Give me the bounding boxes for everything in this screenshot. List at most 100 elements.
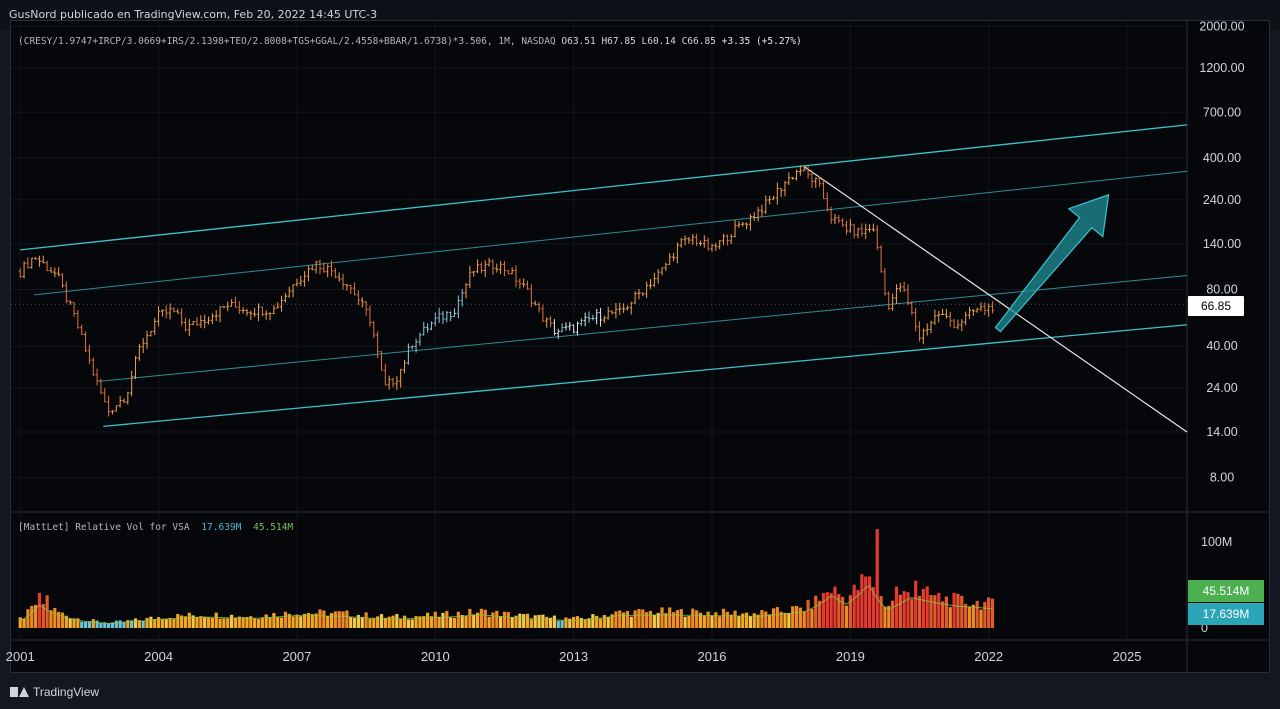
volume-bar bbox=[668, 607, 672, 628]
volume-bar bbox=[533, 615, 537, 628]
volume-bar bbox=[775, 607, 779, 628]
volume-bar bbox=[30, 605, 34, 628]
y-tick-label: 14.00 bbox=[1206, 425, 1237, 439]
volume-bar bbox=[41, 603, 45, 628]
volume-bar bbox=[656, 612, 660, 628]
volume-bar bbox=[149, 616, 153, 628]
volume-bar bbox=[333, 611, 337, 628]
volume-bar bbox=[737, 616, 741, 628]
volume-bar bbox=[771, 608, 776, 628]
volume-bar bbox=[114, 620, 118, 628]
volume-bar bbox=[437, 616, 441, 628]
volume-bar bbox=[456, 611, 460, 628]
volume-bar bbox=[153, 619, 157, 628]
volume-bar bbox=[679, 609, 683, 628]
downtrend-line bbox=[803, 166, 1188, 433]
legend-symbol: (CRESY/1.9747+IRCP/3.0669+IRS/2.1398+TEO… bbox=[18, 36, 556, 47]
volume-bar bbox=[940, 601, 945, 628]
volume-bar bbox=[387, 616, 391, 628]
volume-bar bbox=[844, 605, 849, 628]
volume-bar bbox=[710, 615, 714, 628]
volume-bar bbox=[110, 622, 115, 628]
volume-bar bbox=[964, 603, 968, 628]
legend-high: H67.85 bbox=[601, 36, 636, 47]
volume-bar bbox=[291, 616, 295, 628]
volume-bar bbox=[794, 605, 799, 628]
volume-bar bbox=[303, 613, 307, 628]
volume-bar bbox=[37, 592, 42, 628]
volume-badge-upper: 45.514M bbox=[1188, 580, 1264, 602]
volume-bar bbox=[967, 606, 972, 628]
volume-bar bbox=[875, 529, 879, 628]
y-tick-label: 140.00 bbox=[1203, 237, 1241, 251]
volume-bar bbox=[522, 614, 526, 628]
volume-bar bbox=[510, 617, 514, 628]
volume-bar bbox=[425, 612, 430, 628]
volume-bar bbox=[433, 611, 437, 628]
volume-bar bbox=[468, 608, 472, 628]
volume-bar bbox=[894, 586, 899, 628]
volume-bar bbox=[464, 615, 468, 628]
volume-tick-label: 0 bbox=[1201, 621, 1208, 635]
volume-bar bbox=[902, 591, 906, 628]
volume-bar bbox=[614, 611, 618, 628]
volume-badge-lower: 17.639M bbox=[1188, 603, 1264, 625]
volume-bar bbox=[572, 616, 576, 628]
volume-bar bbox=[406, 619, 410, 628]
volume-bar bbox=[579, 618, 583, 628]
volume-bar bbox=[429, 616, 434, 628]
volume-bar bbox=[914, 580, 918, 628]
volume-bar bbox=[806, 599, 810, 628]
volume-bar bbox=[648, 610, 653, 628]
brand-label: TradingView bbox=[33, 685, 100, 699]
volume-bar bbox=[356, 614, 361, 628]
volume-bar bbox=[364, 612, 368, 628]
legend-open: O63.51 bbox=[561, 36, 596, 47]
volume-bar bbox=[329, 613, 334, 628]
volume-bar bbox=[867, 576, 872, 628]
volume-bar bbox=[118, 620, 122, 628]
volume-bar bbox=[852, 584, 856, 628]
projection-arrow bbox=[994, 193, 1110, 333]
volume-bar bbox=[925, 586, 929, 628]
volume-bar bbox=[249, 616, 253, 628]
volume-bar bbox=[91, 619, 95, 628]
volume-bar bbox=[103, 622, 107, 628]
volume-bar bbox=[829, 592, 833, 628]
volume-bar bbox=[952, 592, 956, 628]
volume-bar bbox=[641, 609, 645, 628]
volume-bar bbox=[802, 611, 806, 628]
legend-change: +3.35 (+5.27%) bbox=[721, 36, 802, 47]
volume-bar bbox=[172, 618, 176, 628]
channel-upper-line bbox=[20, 124, 1188, 251]
volume-bar bbox=[764, 611, 768, 628]
volume-bar bbox=[210, 617, 214, 628]
x-tick-label: 2016 bbox=[698, 649, 727, 664]
volume-bar bbox=[145, 617, 149, 628]
volume-bar bbox=[518, 613, 522, 628]
volume-bar bbox=[560, 620, 564, 628]
volume-bar bbox=[379, 614, 384, 628]
volume-bar bbox=[283, 611, 287, 628]
volume-bar bbox=[956, 593, 960, 628]
volume-bar bbox=[45, 595, 49, 628]
volume-bar bbox=[545, 616, 549, 628]
volume-bar bbox=[525, 613, 530, 628]
volume-bar bbox=[452, 617, 457, 628]
volume-bar bbox=[833, 586, 837, 628]
volume-bar bbox=[783, 612, 787, 628]
volume-bar bbox=[798, 607, 802, 628]
volume-bar bbox=[460, 614, 464, 628]
legend-low: L60.14 bbox=[641, 36, 676, 47]
volume-bar bbox=[318, 609, 322, 628]
volume-bar bbox=[817, 600, 822, 628]
volume-bar bbox=[491, 612, 495, 628]
volume-bar bbox=[787, 613, 791, 628]
volume-bar bbox=[253, 618, 257, 628]
volume-bar bbox=[99, 622, 103, 628]
volume-bar bbox=[864, 576, 868, 628]
volume-bar bbox=[779, 611, 783, 628]
volume-bar bbox=[729, 614, 733, 628]
y-tick-label: 240.00 bbox=[1203, 193, 1241, 207]
